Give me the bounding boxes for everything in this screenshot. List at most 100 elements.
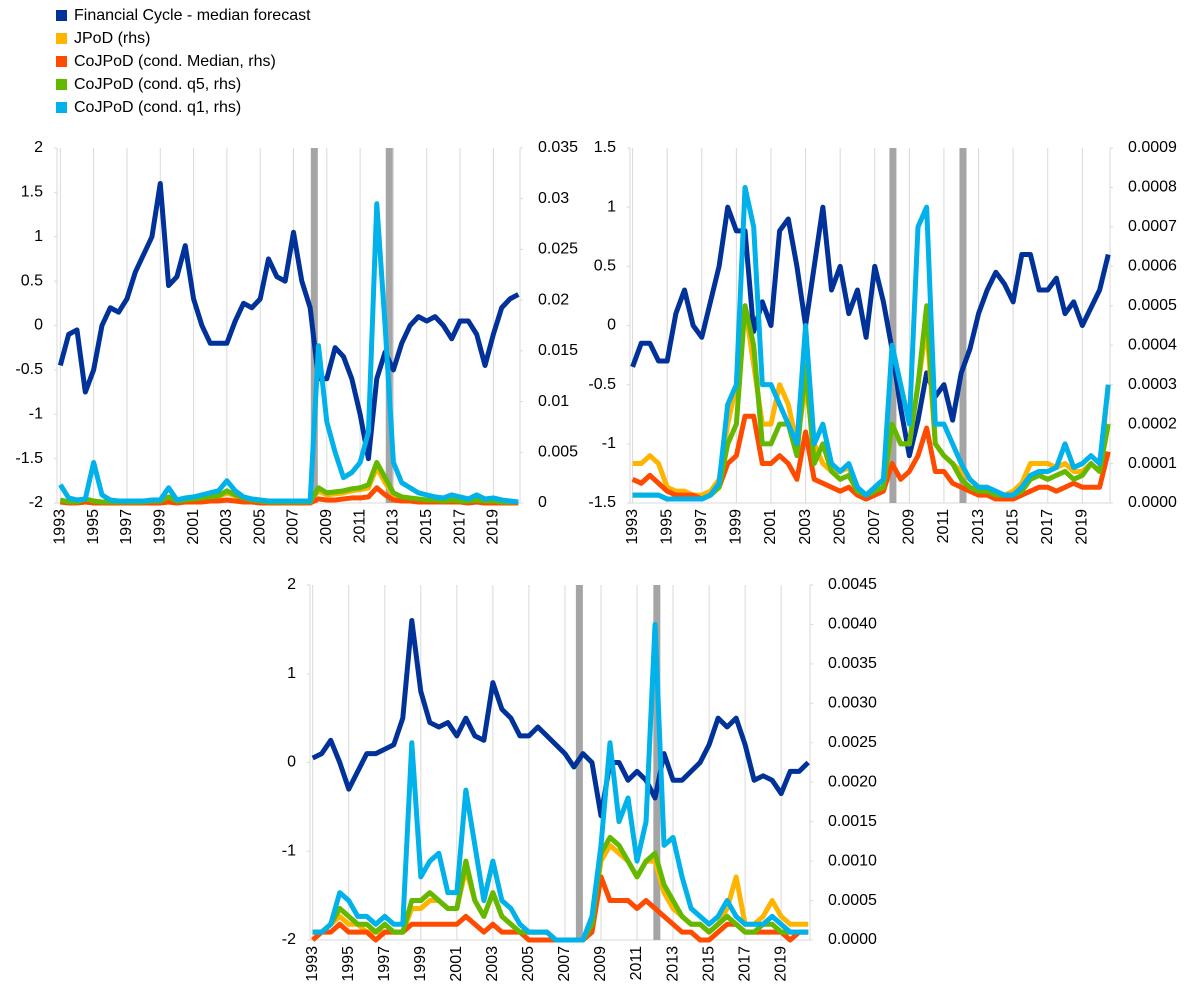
x-tick-label: 2003 (484, 946, 501, 982)
legend-label: CoJPoD (cond. q1, rhs) (74, 99, 241, 116)
x-tick-label: 1997 (693, 509, 710, 545)
y2-tick-label: 0.0030 (828, 695, 877, 712)
x-tick-label: 2003 (218, 509, 235, 545)
x-tick-label: 2005 (831, 509, 848, 545)
y2-tick-label: 0.0035 (828, 655, 877, 672)
x-tick-label: 1999 (151, 509, 168, 545)
y2-tick-label: 0.0000 (828, 931, 877, 948)
x-tick-label: 2007 (866, 509, 883, 545)
x-tick-label: 2001 (185, 509, 202, 545)
y2-tick-label: 0 (538, 494, 547, 511)
series-line (58, 201, 519, 505)
y-tick-label: -1.5 (15, 450, 43, 467)
series-line (312, 621, 809, 943)
x-tick-label: 2011 (628, 946, 645, 981)
legend-swatch (56, 33, 67, 44)
legend-swatch (56, 10, 67, 21)
y2-tick-label: 0.0007 (1128, 218, 1177, 235)
y2-tick-label: 0.0005 (828, 892, 877, 909)
y2-tick-label: 0.0002 (1128, 415, 1177, 432)
x-tick-label: 1999 (728, 509, 745, 545)
legend-swatch (56, 79, 67, 90)
y-tick-label: -1.5 (588, 494, 616, 511)
x-tick-label: 2005 (520, 946, 537, 982)
y-tick-label: 1.5 (594, 139, 616, 156)
x-tick-label: 1995 (85, 509, 102, 545)
x-tick-label: 2009 (592, 946, 609, 982)
y2-tick-label: 0.0025 (828, 734, 877, 751)
y-tick-label: -1 (29, 405, 43, 422)
chart-panel: 1993 1995 1997 1999 2001 2003 2005 2007 2009 2011… (282, 576, 877, 981)
legend-swatch (56, 102, 67, 113)
series-line (57, 181, 520, 462)
x-tick-label: 2013 (970, 509, 987, 545)
x-tick-label: 2001 (762, 509, 779, 545)
y-tick-label: 0 (287, 754, 296, 771)
x-tick-label: 1993 (304, 946, 321, 982)
x-tick-label: 2007 (285, 509, 302, 545)
y-tick-label: 2 (34, 139, 43, 156)
y2-tick-label: 0.015 (538, 342, 578, 359)
x-tick-label: 2015 (1004, 509, 1021, 545)
x-tick-label: 2019 (1074, 509, 1091, 545)
x-tick-label: 1993 (52, 509, 69, 545)
x-tick-label: 2017 (736, 946, 753, 982)
legend-label: CoJPoD (cond. Median, rhs) (74, 53, 276, 70)
legend: Financial Cycle - median forecast JPoD (r… (56, 7, 311, 116)
y-tick-label: -2 (29, 494, 43, 511)
y2-tick-label: 0.0045 (828, 576, 877, 593)
x-tick-label: 2011 (351, 509, 368, 544)
x-tick-label: 2011 (935, 509, 952, 544)
y2-tick-label: 0.01 (538, 393, 569, 410)
chart-panel: 1993 1995 1997 1999 2001 2003 2005 2007 2009 2011… (588, 139, 1177, 544)
x-tick-label: 1997 (376, 946, 393, 982)
y-tick-label: -1 (602, 435, 616, 452)
y-tick-label: 1 (287, 665, 296, 682)
y2-tick-label: 0.0001 (1128, 455, 1177, 472)
series-line (631, 413, 1111, 502)
series-line (632, 184, 1111, 502)
y2-tick-label: 0.0010 (828, 852, 877, 869)
x-tick-label: 2019 (485, 509, 502, 545)
x-tick-label: 2005 (251, 509, 268, 545)
x-tick-label: 2013 (664, 946, 681, 982)
legend-label: Financial Cycle - median forecast (74, 7, 311, 24)
x-tick-label: 2001 (448, 946, 465, 982)
y-tick-label: -0.5 (588, 376, 616, 393)
y2-tick-label: 0.0000 (1128, 494, 1177, 511)
y2-tick-label: 0.035 (538, 139, 578, 156)
y-tick-label: 0 (34, 317, 43, 334)
y2-tick-label: 0.0040 (828, 616, 877, 633)
x-tick-label: 2017 (1039, 509, 1056, 545)
y2-tick-label: 0.005 (538, 444, 578, 461)
x-tick-label: 1993 (624, 509, 641, 545)
y-tick-label: 0.5 (594, 258, 616, 275)
y-tick-label: 0 (607, 317, 616, 334)
x-tick-label: 2017 (451, 509, 468, 545)
x-tick-label: 1999 (412, 946, 429, 982)
series-line (630, 204, 1111, 459)
y2-tick-label: 0.03 (538, 190, 569, 207)
y2-tick-label: 0.0020 (828, 773, 877, 790)
x-tick-label: 2015 (700, 946, 717, 982)
x-tick-label: 2013 (385, 509, 402, 545)
x-tick-label: 1995 (340, 946, 357, 982)
y2-tick-label: 0.0006 (1128, 258, 1177, 275)
series-line (311, 618, 810, 819)
legend-swatch (56, 56, 67, 67)
y2-tick-label: 0.0005 (1128, 297, 1177, 314)
y-tick-label: 2 (287, 576, 296, 593)
legend-label: JPoD (rhs) (74, 30, 150, 47)
y-tick-label: -0.5 (15, 361, 43, 378)
y-tick-label: -2 (282, 931, 296, 948)
y-tick-label: 1.5 (21, 184, 43, 201)
x-tick-label: 2007 (556, 946, 573, 982)
y-tick-label: 1 (607, 198, 616, 215)
x-tick-label: 1995 (658, 509, 675, 545)
x-tick-label: 2003 (797, 509, 814, 545)
y2-tick-label: 0.0004 (1128, 336, 1177, 353)
y-tick-label: -1 (282, 842, 296, 859)
x-tick-label: 1997 (118, 509, 135, 545)
